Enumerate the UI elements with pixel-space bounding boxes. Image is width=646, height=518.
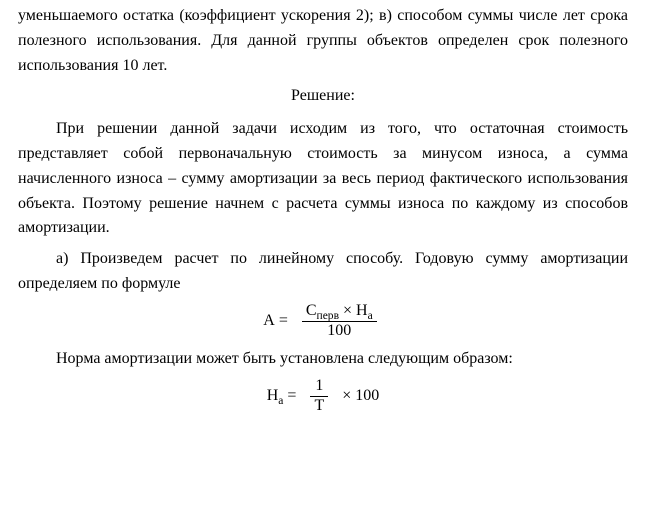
formula2-lhs-main: Н <box>267 387 279 404</box>
formula1-num-left-sub: перв <box>317 310 339 322</box>
paragraph-intro-continued: уменьшаемого остатка (коэффициент ускоре… <box>18 4 628 78</box>
formula-amortization-rate: На = 1 Т × 100 <box>18 378 628 415</box>
paragraph-method-a: а) Произведем расчет по линейному способ… <box>18 247 628 297</box>
paragraph-premise: При решении данной задачи исходим из тог… <box>18 117 628 241</box>
page: уменьшаемого остатка (коэффициент ускоре… <box>0 0 646 433</box>
formula1-lhs: А = <box>263 309 288 334</box>
heading-solution: Решение: <box>18 84 628 109</box>
paragraph-rate-note: Норма амортизации может быть установлена… <box>18 347 628 372</box>
formula2-tail: × 100 <box>342 384 379 409</box>
formula1-eq: = <box>275 312 288 329</box>
formula2-numerator: 1 <box>310 378 328 397</box>
formula1-num-right: Н <box>356 302 368 319</box>
formula1-fraction: Сперв × На 100 <box>302 303 377 340</box>
formula1-numerator: Сперв × На <box>302 303 377 322</box>
formula1-denominator: 100 <box>302 322 377 340</box>
formula2-eq: = <box>283 387 296 404</box>
formula1-num-times: × <box>339 302 356 319</box>
formula2-denominator: Т <box>310 397 328 415</box>
formula1-num-left: С <box>306 302 317 319</box>
formula2-fraction: 1 Т <box>310 378 328 415</box>
formula1-lhs-main: А <box>263 312 275 329</box>
formula-annual-amortization: А = Сперв × На 100 <box>18 303 628 340</box>
formula2-lhs: На = <box>267 384 297 409</box>
formula1-num-right-sub: а <box>368 310 373 322</box>
